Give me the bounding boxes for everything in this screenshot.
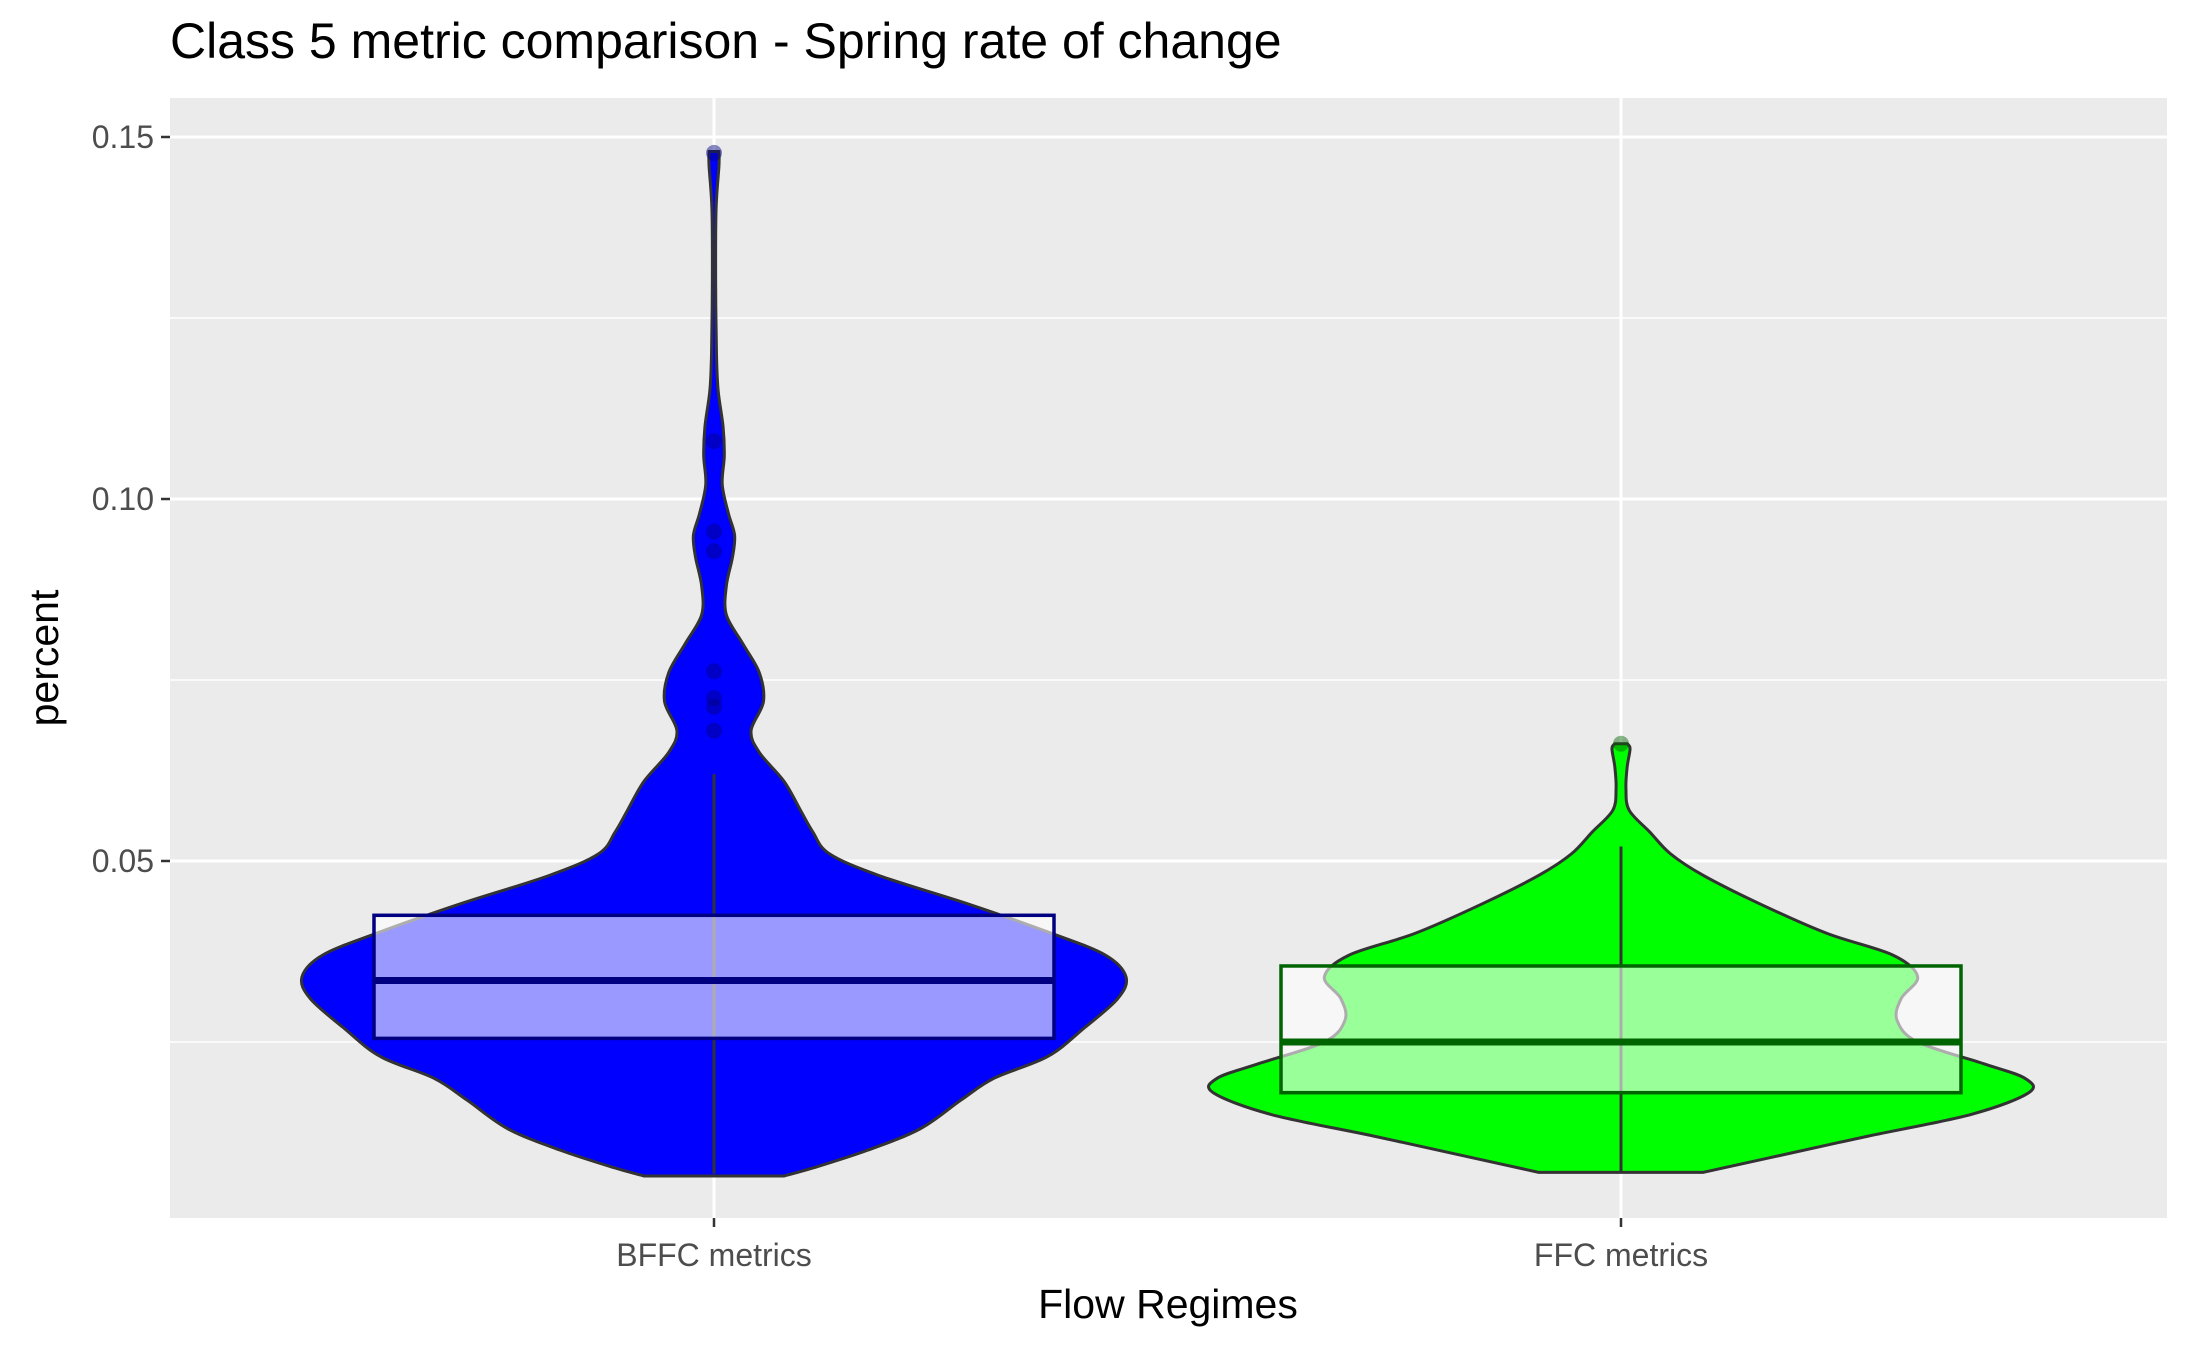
- x-tick-label: BFFC metrics: [616, 1237, 812, 1273]
- y-tick-label: 0.10: [92, 481, 154, 517]
- outlier-point: [706, 433, 722, 450]
- outlier-point: [706, 523, 722, 540]
- iqr-box: [1279, 964, 1963, 1095]
- outlier-point: [706, 543, 722, 560]
- outlier-point: [706, 698, 722, 715]
- y-tick-label: 0.15: [92, 119, 154, 155]
- chart-title: Class 5 metric comparison - Spring rate …: [170, 13, 1282, 69]
- outlier-point: [1613, 735, 1629, 752]
- outlier-point: [706, 144, 722, 161]
- y-tick-label: 0.05: [92, 843, 154, 879]
- x-tick-label: FFC metrics: [1534, 1237, 1708, 1273]
- iqr-box: [372, 913, 1056, 1041]
- outlier-point: [706, 722, 722, 739]
- y-axis-title: percent: [21, 589, 67, 726]
- axes: 0.05 0.10 0.15 BFFC metrics FFC metrics: [92, 119, 1708, 1273]
- outlier-point: [706, 690, 722, 707]
- x-axis-title: Flow Regimes: [1038, 1281, 1298, 1327]
- violins: [299, 144, 2035, 1178]
- outlier-point: [706, 663, 722, 680]
